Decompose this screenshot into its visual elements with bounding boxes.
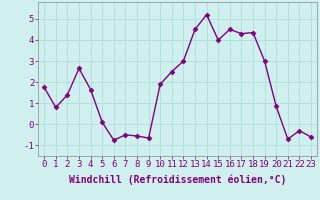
- X-axis label: Windchill (Refroidissement éolien,°C): Windchill (Refroidissement éolien,°C): [69, 175, 286, 185]
